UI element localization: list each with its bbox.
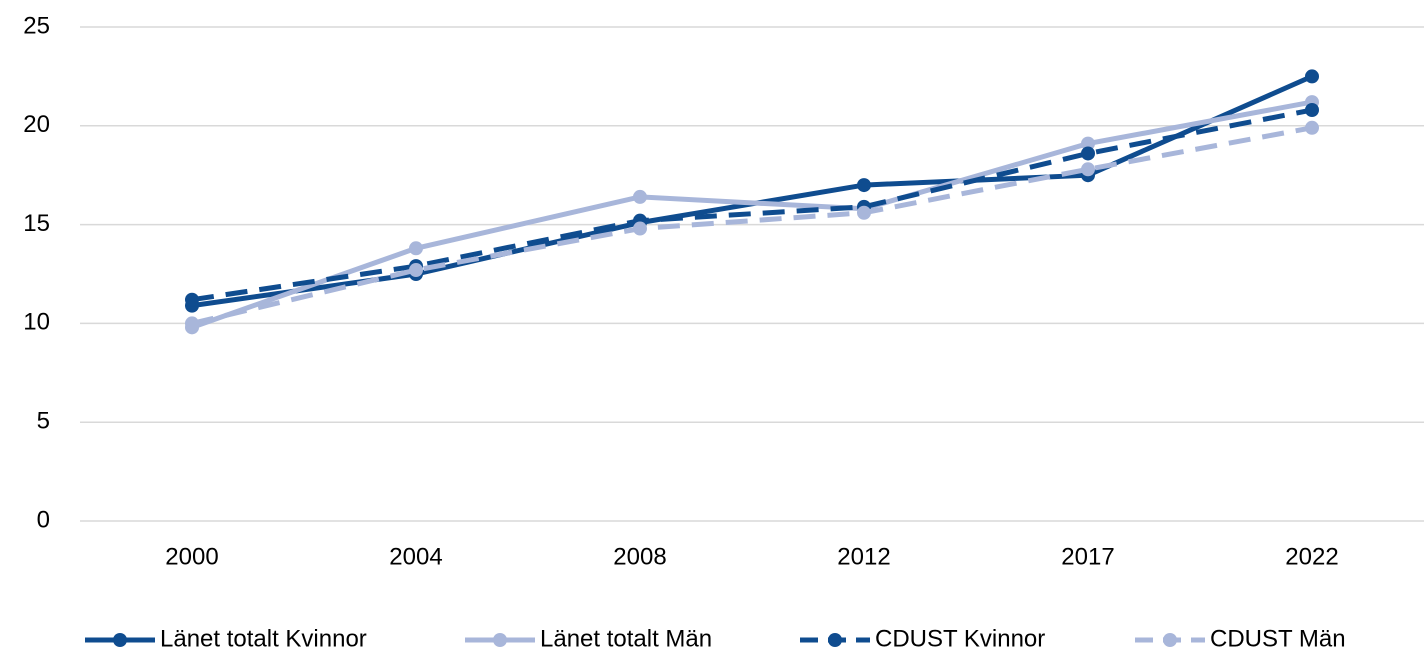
data-point [1305, 69, 1319, 84]
legend-label: CDUST Kvinnor [875, 625, 1045, 652]
data-point [633, 189, 647, 204]
data-point [185, 292, 199, 307]
y-tick-label: 20 [23, 111, 50, 138]
y-tick-label: 25 [23, 12, 50, 39]
y-tick-label: 0 [37, 506, 50, 533]
series-line [191, 74, 1314, 309]
legend-label: Länet totalt Män [540, 625, 712, 652]
series-line [191, 125, 1313, 326]
x-tick-label: 2017 [1061, 543, 1114, 570]
y-tick-label: 5 [37, 408, 50, 435]
legend-marker [113, 633, 127, 647]
data-point [409, 241, 423, 256]
data-point [1081, 162, 1095, 177]
legend-marker [1163, 633, 1177, 647]
series-line [191, 107, 1313, 303]
data-point [1081, 146, 1095, 161]
x-tick-label: 2000 [165, 543, 218, 570]
x-tick-label: 2022 [1285, 543, 1338, 570]
legend-label: CDUST Män [1210, 625, 1346, 652]
y-tick-label: 10 [23, 309, 50, 336]
data-point [1305, 120, 1319, 135]
series-line [191, 99, 1313, 330]
x-tick-label: 2008 [613, 543, 666, 570]
legend-marker [828, 633, 842, 647]
x-tick-label: 2004 [389, 543, 442, 570]
data-point [409, 263, 423, 278]
data-point [633, 221, 647, 236]
data-point [185, 316, 199, 331]
legend-label: Länet totalt Kvinnor [160, 625, 367, 652]
data-point [1081, 136, 1095, 151]
data-point [1305, 102, 1319, 117]
data-point [857, 205, 871, 220]
data-point [857, 178, 871, 193]
y-tick-label: 15 [23, 210, 50, 237]
x-tick-label: 2012 [837, 543, 890, 570]
legend-marker [493, 633, 507, 647]
